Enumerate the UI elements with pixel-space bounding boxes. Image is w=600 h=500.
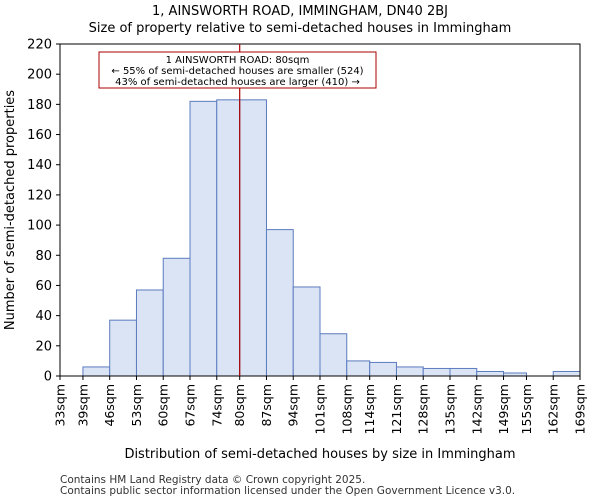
chart-title-address: 1, AINSWORTH ROAD, IMMINGHAM, DN40 2BJ (152, 4, 448, 19)
bar (292, 286, 321, 377)
bar (82, 366, 111, 377)
x-tick-label: 60sqm (156, 384, 171, 427)
bar (239, 99, 267, 377)
x-tick-label: 80sqm (232, 384, 247, 427)
y-tick-label: 0 (44, 370, 52, 385)
chart-title: Size of property relative to semi-detach… (88, 21, 512, 36)
bar (189, 100, 218, 377)
bar (265, 229, 294, 377)
y-tick-label: 20 (35, 339, 52, 354)
bar (395, 366, 424, 377)
y-axis-label: Number of semi-detached properties (3, 90, 18, 330)
y-tick-label: 140 (27, 158, 52, 173)
y-tick-label: 60 (35, 279, 52, 294)
x-tick-label: 135sqm (443, 384, 458, 434)
y-tick-label: 40 (35, 309, 52, 324)
y-tick-label: 200 (27, 68, 52, 83)
x-tick-label: 39sqm (75, 384, 90, 427)
bar (135, 289, 164, 377)
y-tick-label: 180 (27, 98, 52, 113)
x-tick-label: 162sqm (546, 384, 561, 434)
bar (449, 367, 478, 377)
annotation-line: ← 55% of semi-detached houses are smalle… (111, 66, 363, 77)
footer-copyright: Contains HM Land Registry data © Crown c… (60, 474, 366, 486)
bar (109, 319, 137, 377)
footer-licence: Contains public sector information licen… (60, 485, 516, 497)
x-tick-label: 53sqm (129, 384, 144, 427)
bar (369, 361, 397, 377)
x-tick-label: 108sqm (339, 384, 354, 434)
bar (216, 99, 241, 377)
y-tick-label: 220 (27, 38, 52, 53)
y-tick-label: 80 (35, 249, 52, 264)
bar (346, 360, 371, 377)
x-tick-label: 33sqm (53, 384, 68, 427)
x-tick-label: 87sqm (259, 384, 274, 427)
annotation-box (98, 51, 377, 89)
x-tick-label: 74sqm (209, 384, 224, 427)
bar (162, 257, 191, 377)
bar (422, 367, 451, 377)
y-tick-label: 100 (27, 219, 52, 234)
x-tick-label: 46sqm (102, 384, 117, 427)
y-tick-label: 160 (27, 128, 52, 143)
x-axis-label: Distribution of semi-detached houses by … (124, 447, 515, 462)
annotation-line: 1 AINSWORTH ROAD: 80sqm (166, 55, 310, 66)
x-tick-label: 94sqm (286, 384, 301, 427)
x-tick-label: 169sqm (573, 384, 588, 434)
x-tick-label: 142sqm (469, 384, 484, 434)
bar (476, 370, 505, 377)
x-tick-label: 121sqm (389, 384, 404, 434)
y-tick-label: 120 (27, 188, 52, 203)
annotation-line: 43% of semi-detached houses are larger (… (115, 77, 360, 88)
bar (319, 333, 348, 377)
x-tick-label: 155sqm (519, 384, 534, 434)
x-tick-label: 149sqm (496, 384, 511, 434)
x-tick-label: 101sqm (313, 384, 328, 434)
x-tick-label: 128sqm (416, 384, 431, 434)
x-tick-label: 67sqm (183, 384, 198, 427)
x-tick-label: 114sqm (362, 384, 377, 434)
bar (552, 370, 581, 377)
